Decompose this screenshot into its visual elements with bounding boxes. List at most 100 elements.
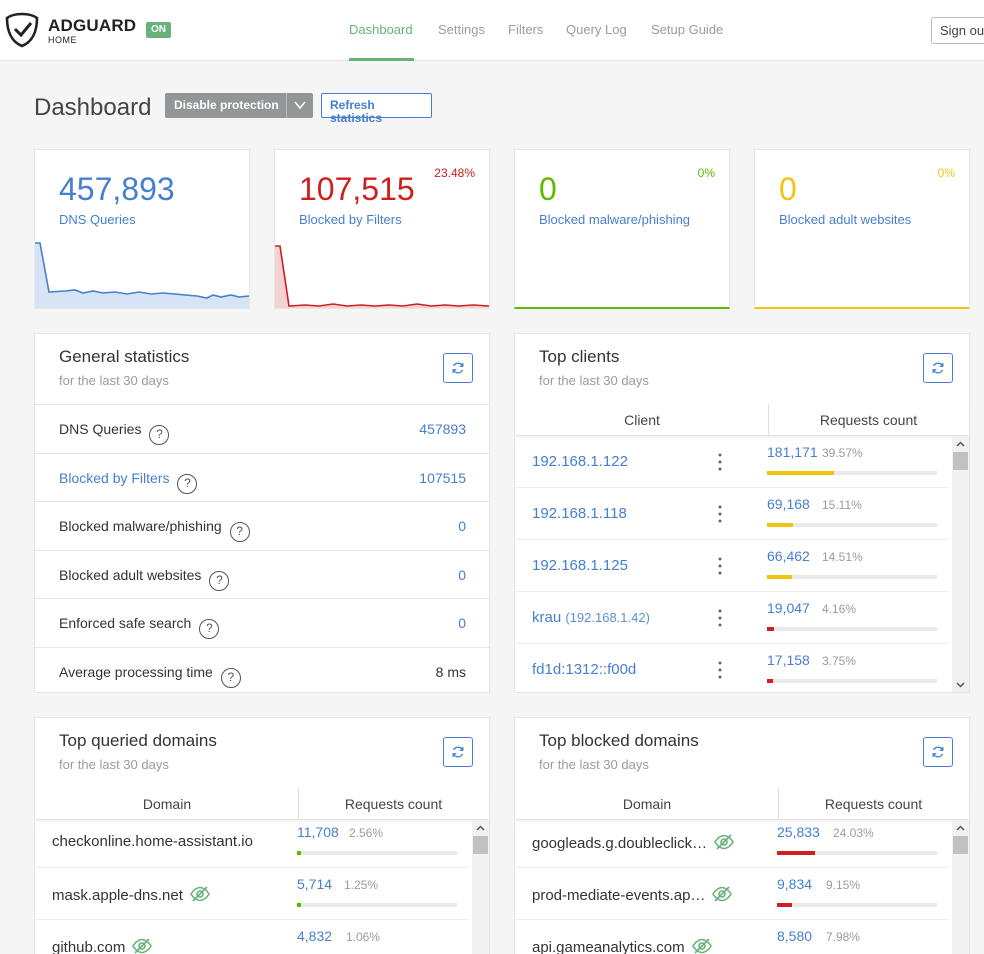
refresh-button[interactable] [923, 737, 953, 767]
help-icon[interactable]: ? [177, 474, 198, 494]
scrollbar-thumb[interactable] [953, 452, 968, 470]
more-options-icon[interactable] [718, 556, 722, 576]
column-divider [298, 788, 299, 820]
chevron-down-icon[interactable] [292, 97, 308, 113]
help-icon[interactable]: ? [199, 619, 220, 639]
tracker-eye-icon[interactable] [189, 885, 211, 903]
stat-value: 0 [779, 171, 797, 207]
domain-row: googleads.g.doubleclick… 25,833 24.03% [516, 816, 949, 868]
column-header-requests[interactable]: Requests count [819, 412, 918, 428]
stat-row-label[interactable]: Blocked by Filters? [59, 470, 198, 494]
request-bar-fill [767, 679, 774, 683]
column-header-client[interactable]: Client [624, 412, 660, 428]
general-statistics-card: General statistics for the last 30 days … [34, 333, 490, 693]
tracker-eye-icon[interactable] [691, 937, 713, 954]
nav-dashboard[interactable]: Dashboard [349, 22, 413, 37]
scrollbar[interactable] [472, 820, 489, 954]
help-icon[interactable]: ? [149, 425, 170, 445]
stat-row-safe-search: Enforced safe search? 0 [35, 598, 489, 646]
stat-row-avg-processing-time: Average processing time? 8 ms [35, 647, 489, 695]
stat-percent: 0% [697, 166, 715, 180]
table-header: Domain Requests count [516, 788, 968, 820]
tracker-eye-icon[interactable] [131, 937, 153, 954]
nav-settings[interactable]: Settings [438, 22, 485, 37]
request-count: 181,171 [767, 444, 818, 460]
client-name[interactable]: krau (192.168.1.42) [532, 609, 650, 626]
more-options-icon[interactable] [718, 504, 722, 524]
scrollbar[interactable] [952, 820, 969, 954]
domain-row: prod-mediate-events.ap… 9,834 9.15% [516, 868, 949, 920]
request-count: 66,462 [767, 548, 810, 564]
stat-row-value: 457893 [419, 421, 466, 437]
client-name[interactable]: fd1d:1312::f00d [532, 661, 637, 678]
client-name[interactable]: 192.168.1.118 [532, 505, 627, 522]
help-icon[interactable]: ? [229, 522, 250, 542]
stat-row-dns-queries: DNS Queries? 457893 [35, 404, 489, 452]
request-bar [767, 523, 937, 527]
adguard-shield-logo-icon[interactable] [5, 12, 39, 48]
scroll-up-arrow-icon[interactable] [956, 440, 965, 449]
card-subtitle: for the last 30 days [59, 757, 169, 772]
request-bar [767, 627, 937, 631]
scrollbar-thumb[interactable] [953, 836, 968, 854]
stat-label: Blocked by Filters [299, 212, 402, 227]
client-row: 192.168.1.118 69,168 15.11% [516, 488, 949, 540]
scroll-up-arrow-icon[interactable] [476, 824, 485, 833]
refresh-button[interactable] [443, 737, 473, 767]
request-bar [297, 851, 457, 855]
blocked-filters-sparkline [275, 245, 489, 308]
request-bar-fill [767, 627, 775, 631]
scroll-up-arrow-icon[interactable] [956, 824, 965, 833]
client-name[interactable]: 192.168.1.122 [532, 453, 628, 470]
refresh-button[interactable] [923, 353, 953, 383]
refresh-statistics-button[interactable]: Refresh statistics [321, 93, 432, 125]
card-title: Top blocked domains [539, 731, 699, 750]
column-header-domain[interactable]: Domain [142, 796, 192, 812]
request-bar [777, 903, 937, 907]
help-icon[interactable]: ? [209, 571, 230, 591]
request-count: 9,834 [777, 876, 813, 892]
request-bar [297, 903, 457, 907]
nav-setup-guide[interactable]: Setup Guide [651, 22, 724, 37]
stat-value: 457,893 [59, 171, 175, 207]
nav-query-log[interactable]: Query Log [566, 22, 627, 37]
request-count: 4,832 [297, 928, 333, 944]
request-count: 11,708 [297, 824, 339, 840]
page-title: Dashboard [34, 94, 152, 121]
column-divider [778, 788, 779, 820]
tracker-eye-icon[interactable] [711, 885, 733, 903]
request-percent: 24.03% [833, 826, 874, 840]
card-subtitle: for the last 30 days [539, 373, 649, 388]
nav-filters[interactable]: Filters [508, 22, 544, 37]
column-header-requests[interactable]: Requests count [824, 796, 923, 812]
request-bar [777, 851, 937, 855]
request-bar [767, 679, 937, 683]
more-options-icon[interactable] [718, 660, 722, 680]
scrollbar-thumb[interactable] [473, 836, 488, 854]
logo-subtitle: HOME [48, 35, 77, 45]
request-percent: 4.16% [822, 602, 857, 616]
refresh-icon [932, 746, 944, 758]
stat-row-value: 0 [458, 567, 466, 583]
top-blocked-domains-card: Top blocked domains for the last 30 days… [514, 717, 970, 954]
scroll-down-arrow-icon[interactable] [956, 680, 965, 689]
column-header-requests[interactable]: Requests count [344, 796, 443, 812]
scrollbar[interactable] [952, 436, 969, 692]
more-options-icon[interactable] [718, 608, 722, 628]
request-bar [767, 575, 937, 579]
more-options-icon[interactable] [718, 452, 722, 472]
column-header-domain[interactable]: Domain [622, 796, 672, 812]
request-percent: 9.15% [826, 878, 861, 892]
request-percent: 14.51% [822, 550, 863, 564]
tracker-eye-icon[interactable] [713, 833, 735, 851]
request-percent: 39.57% [822, 446, 863, 460]
refresh-button[interactable] [443, 353, 473, 383]
disable-protection-button[interactable]: Disable protection [165, 93, 313, 118]
stat-value: 107,515 [299, 171, 415, 207]
domain-name: prod-mediate-events.ap… [532, 885, 733, 905]
refresh-icon [932, 362, 944, 374]
help-icon[interactable]: ? [220, 668, 241, 688]
stat-row-label: Enforced safe search? [59, 615, 220, 639]
sign-out-button[interactable]: Sign out [931, 17, 984, 44]
client-name[interactable]: 192.168.1.125 [532, 557, 628, 574]
